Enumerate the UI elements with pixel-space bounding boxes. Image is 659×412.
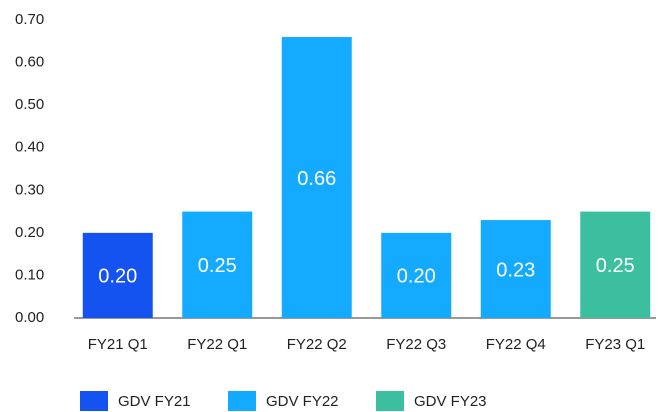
bar <box>281 37 352 319</box>
value-label: 0.25 <box>596 255 635 277</box>
y-tick-label: 0.00 <box>15 309 44 326</box>
bar <box>381 232 452 318</box>
bar <box>82 232 153 318</box>
legend-swatch <box>80 391 108 411</box>
x-tick-label: FY22 Q3 <box>386 336 446 353</box>
y-tick-label: 0.60 <box>15 54 44 71</box>
legend-swatch <box>228 391 256 411</box>
legend-swatch <box>376 391 404 411</box>
bar <box>480 220 551 318</box>
value-label: 0.25 <box>198 255 237 277</box>
y-tick-label: 0.70 <box>15 11 44 28</box>
x-tick-label: FY22 Q4 <box>486 336 546 353</box>
y-tick-label: 0.20 <box>15 224 44 241</box>
bar <box>182 211 253 318</box>
bar <box>580 211 651 318</box>
y-tick-label: 0.30 <box>15 181 44 198</box>
value-label: 0.66 <box>297 168 336 190</box>
value-label: 0.23 <box>496 259 535 281</box>
legend-label: GDV FY22 <box>266 393 339 410</box>
y-tick-label: 0.10 <box>15 266 44 283</box>
value-label: 0.20 <box>98 266 137 288</box>
y-tick-label: 0.40 <box>15 139 44 156</box>
x-tick-label: FY23 Q1 <box>585 336 645 353</box>
x-tick-label: FY22 Q2 <box>287 336 347 353</box>
value-label: 0.20 <box>397 266 436 288</box>
x-tick-label: FY21 Q1 <box>88 336 148 353</box>
y-tick-label: 0.50 <box>15 96 44 113</box>
x-tick-label: FY22 Q1 <box>187 336 247 353</box>
legend-label: GDV FY23 <box>414 393 487 410</box>
legend-label: GDV FY21 <box>118 393 191 410</box>
